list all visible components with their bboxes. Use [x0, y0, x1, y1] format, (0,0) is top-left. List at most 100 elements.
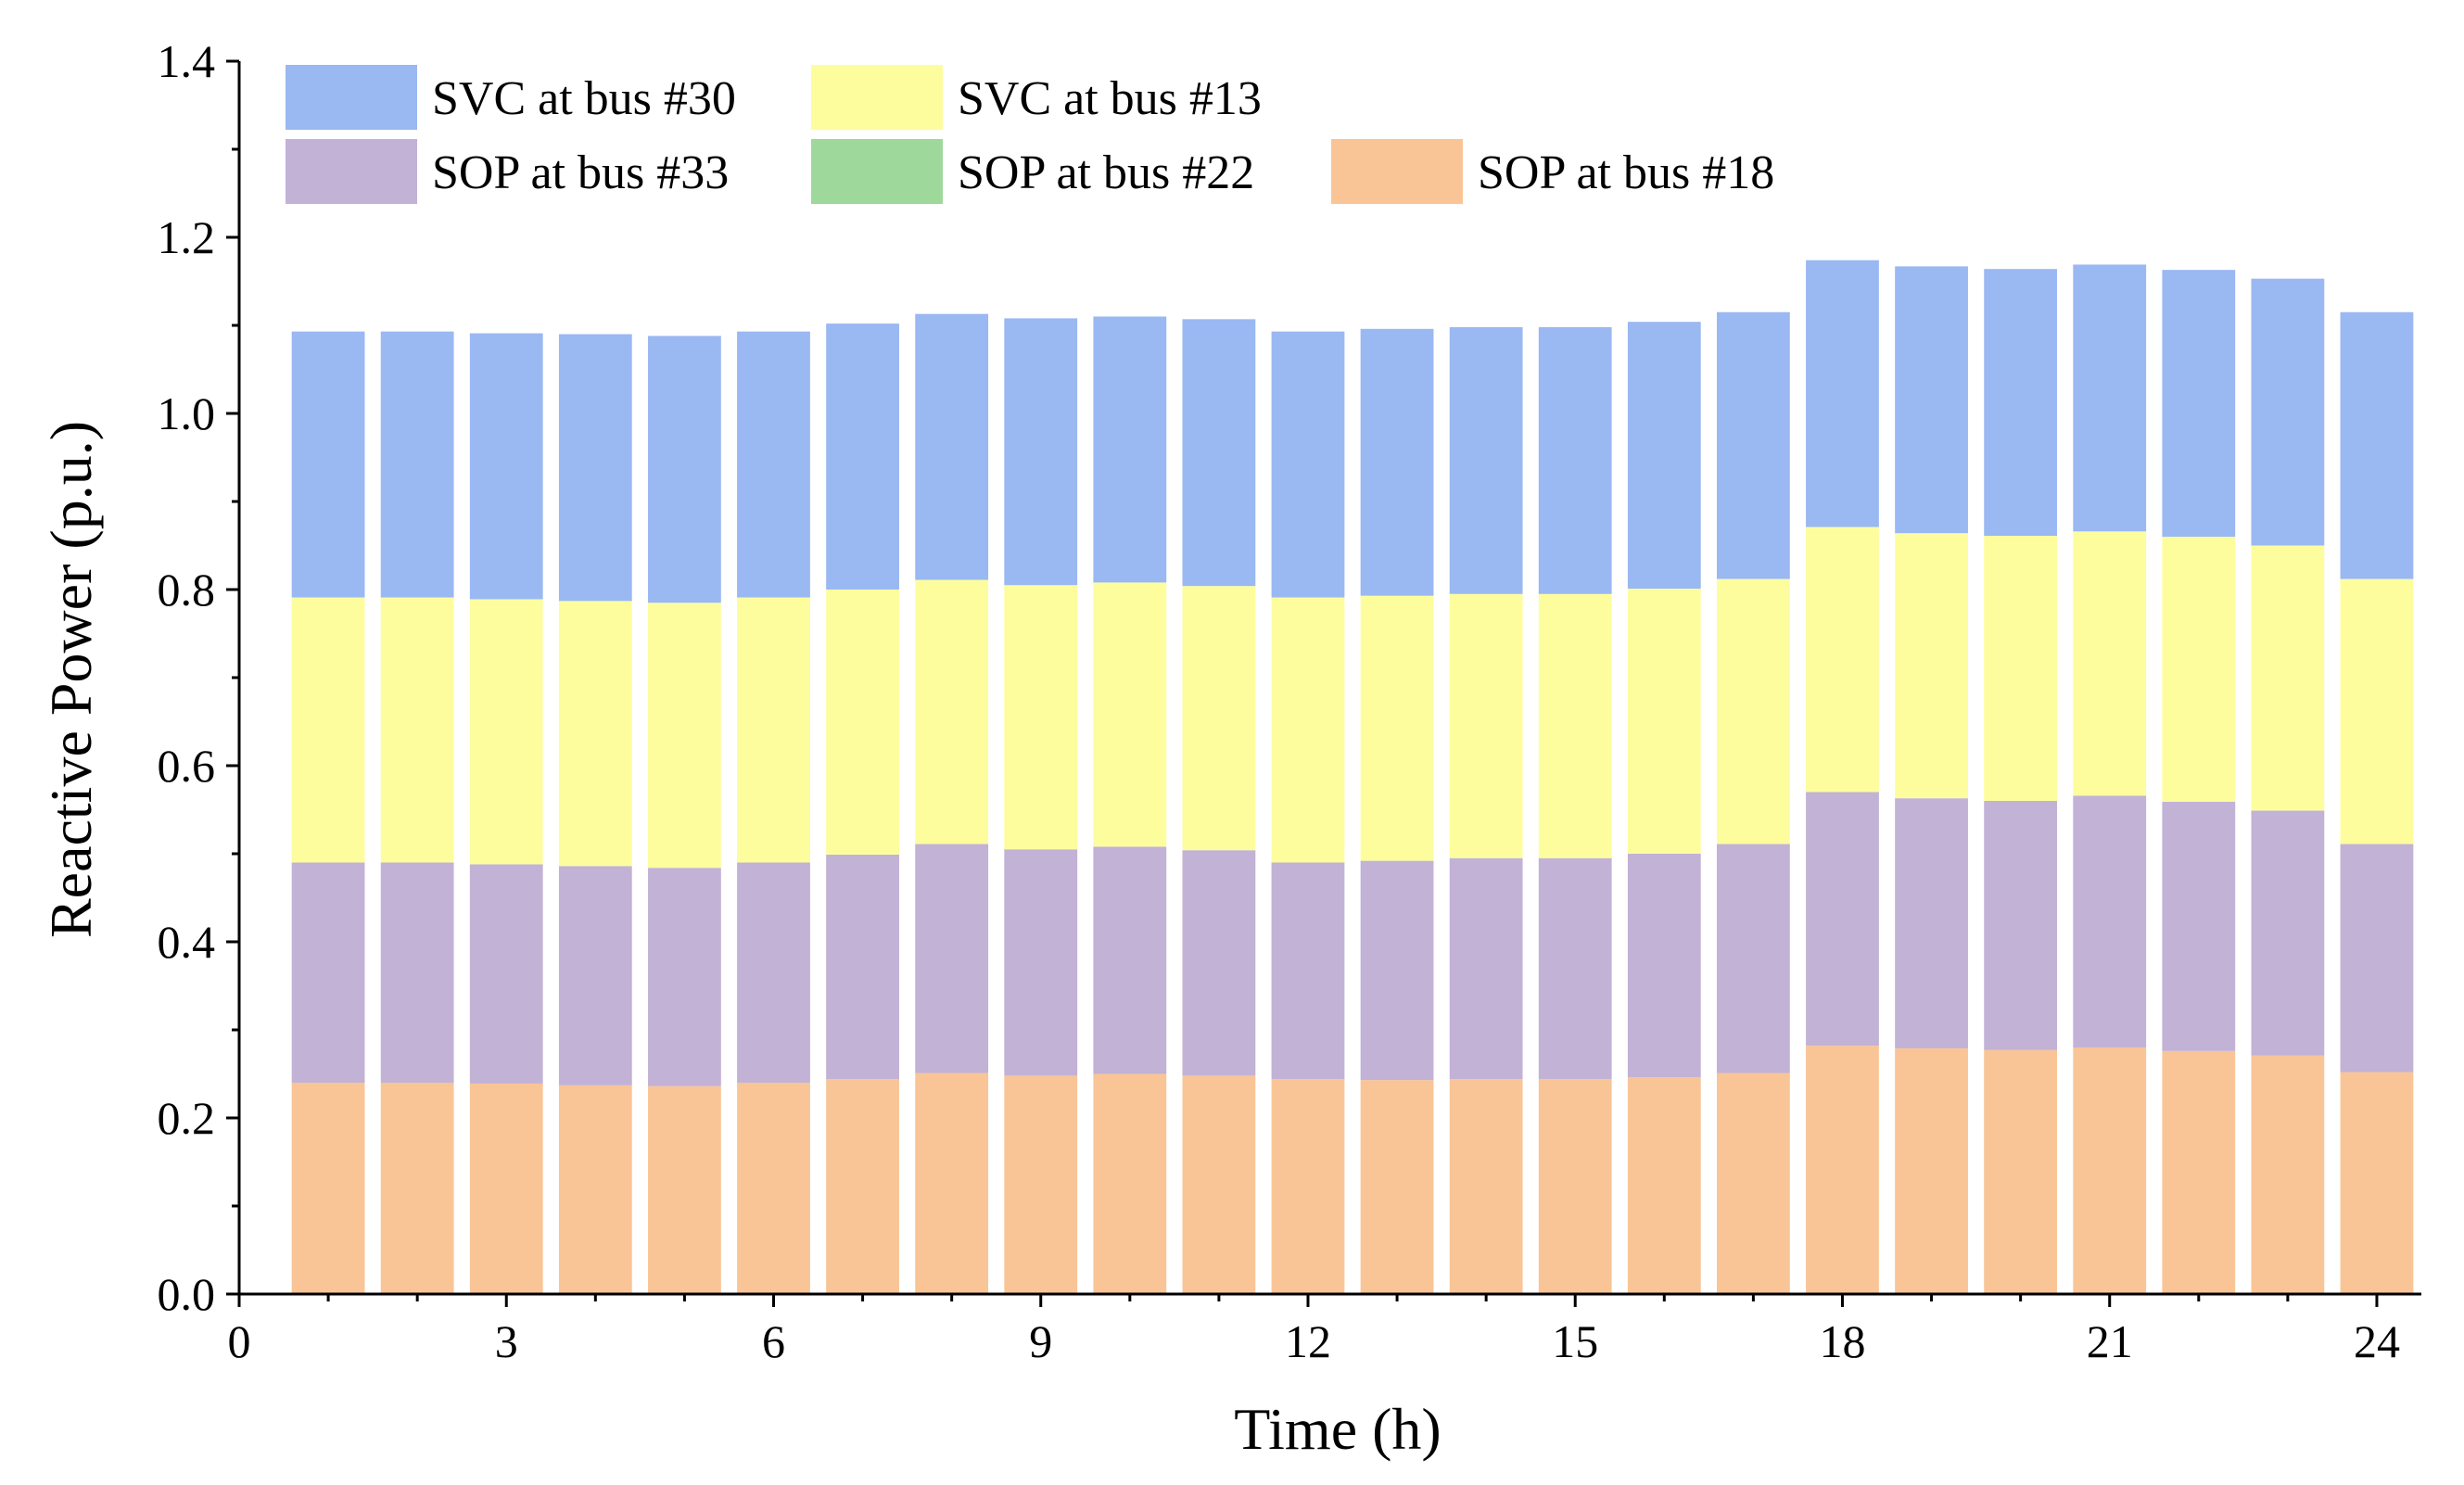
bar-svc-at-bus-30-t21 — [2073, 264, 2147, 532]
bar-svc-at-bus-13-t11 — [1182, 586, 1256, 851]
bar-svc-at-bus-13-t19 — [1895, 533, 1968, 799]
bar-sop-at-bus-18-t3 — [469, 1083, 543, 1294]
bar-sop-at-bus-33-t15 — [1538, 857, 1612, 1080]
bar-svc-at-bus-30-t1 — [291, 331, 365, 598]
y-axis-title: Reactive Power (p.u.) — [38, 421, 104, 938]
bar-svc-at-bus-13-t14 — [1449, 593, 1523, 858]
bar-svc-at-bus-30-t9 — [1004, 318, 1078, 586]
x-tick-label: 0 — [228, 1315, 251, 1367]
bar-svc-at-bus-13-t2 — [380, 597, 454, 863]
bar-sop-at-bus-18-t10 — [1093, 1073, 1167, 1294]
bar-svc-at-bus-13-t23 — [2251, 545, 2325, 811]
bar-sop-at-bus-18-t9 — [1004, 1075, 1078, 1294]
y-tick-label: 0.0 — [158, 1268, 216, 1320]
bar-svc-at-bus-13-t18 — [1806, 527, 1879, 793]
legend-swatch — [811, 65, 943, 130]
bar-series-group — [291, 260, 2414, 1294]
bar-svc-at-bus-30-t20 — [1984, 269, 2058, 537]
bar-sop-at-bus-33-t5 — [648, 868, 721, 1086]
legend-label: SOP at bus #18 — [1478, 146, 1774, 199]
bar-sop-at-bus-33-t11 — [1182, 850, 1256, 1076]
bar-sop-at-bus-33-t10 — [1093, 846, 1167, 1074]
bar-sop-at-bus-18-t12 — [1271, 1079, 1345, 1294]
bar-sop-at-bus-18-t19 — [1895, 1047, 1968, 1294]
bar-sop-at-bus-33-t1 — [291, 862, 365, 1083]
bar-sop-at-bus-33-t2 — [380, 862, 454, 1083]
bar-svc-at-bus-13-t21 — [2073, 531, 2147, 796]
bar-svc-at-bus-13-t10 — [1093, 582, 1167, 847]
y-tick-label: 1.4 — [158, 35, 216, 87]
bar-svc-at-bus-13-t3 — [469, 599, 543, 865]
bar-svc-at-bus-30-t2 — [380, 331, 454, 598]
bar-sop-at-bus-18-t1 — [291, 1083, 365, 1294]
axes-group: 0.0 0.2 0.4 0.6 0.8 1.0 1.2 1.4 0 3 6 9 12 15 18 21 24 — [158, 35, 2421, 1367]
bar-svc-at-bus-30-t8 — [915, 313, 989, 580]
bar-svc-at-bus-30-t13 — [1360, 328, 1434, 596]
legend-label: SOP at bus #22 — [958, 146, 1254, 199]
legend: SVC at bus #30 SVC at bus #13 SOP at bus #… — [286, 65, 1774, 204]
bar-svc-at-bus-13-t1 — [291, 597, 365, 863]
bar-sop-at-bus-18-t17 — [1716, 1072, 1790, 1294]
legend-swatch — [286, 139, 417, 204]
bar-sop-at-bus-33-t20 — [1984, 801, 2058, 1050]
bar-sop-at-bus-18-t14 — [1449, 1079, 1523, 1294]
bar-sop-at-bus-18-t4 — [558, 1085, 632, 1294]
bar-svc-at-bus-13-t15 — [1538, 593, 1612, 858]
x-tick-label: 12 — [1285, 1315, 1331, 1367]
bar-sop-at-bus-33-t21 — [2073, 795, 2147, 1047]
bar-svc-at-bus-30-t6 — [737, 331, 810, 598]
bar-svc-at-bus-13-t24 — [2340, 578, 2414, 844]
bar-sop-at-bus-33-t7 — [826, 854, 899, 1080]
bar-svc-at-bus-13-t13 — [1360, 595, 1434, 861]
legend-swatch — [286, 65, 417, 130]
bar-sop-at-bus-33-t8 — [915, 844, 989, 1073]
legend-label: SVC at bus #30 — [432, 72, 736, 125]
x-tick-label: 3 — [495, 1315, 518, 1367]
bar-sop-at-bus-18-t2 — [380, 1083, 454, 1294]
bar-sop-at-bus-18-t8 — [915, 1072, 989, 1294]
bar-svc-at-bus-13-t9 — [1004, 585, 1078, 850]
x-axis-title: Time (h) — [1234, 1396, 1441, 1462]
bar-svc-at-bus-13-t22 — [2162, 537, 2236, 802]
bar-sop-at-bus-33-t9 — [1004, 849, 1078, 1076]
x-tick-label: 6 — [762, 1315, 785, 1367]
bar-svc-at-bus-30-t17 — [1716, 311, 1790, 579]
y-tick-label: 0.6 — [158, 740, 216, 792]
bar-svc-at-bus-30-t14 — [1449, 326, 1523, 594]
bar-sop-at-bus-33-t3 — [469, 864, 543, 1084]
bar-sop-at-bus-18-t24 — [2340, 1072, 2414, 1294]
bar-svc-at-bus-30-t3 — [469, 333, 543, 600]
bar-svc-at-bus-13-t7 — [826, 590, 899, 855]
bar-sop-at-bus-18-t15 — [1538, 1079, 1612, 1294]
bar-svc-at-bus-30-t23 — [2251, 278, 2325, 546]
y-tick-label: 1.2 — [158, 211, 216, 263]
y-tick-label: 0.2 — [158, 1092, 216, 1144]
bar-sop-at-bus-18-t5 — [648, 1085, 721, 1294]
bar-sop-at-bus-18-t22 — [2162, 1050, 2236, 1294]
bar-sop-at-bus-33-t24 — [2340, 844, 2414, 1072]
bar-sop-at-bus-18-t23 — [2251, 1055, 2325, 1294]
bar-sop-at-bus-33-t4 — [558, 866, 632, 1085]
bar-sop-at-bus-18-t11 — [1182, 1075, 1256, 1294]
bar-sop-at-bus-18-t13 — [1360, 1080, 1434, 1294]
bar-svc-at-bus-30-t7 — [826, 324, 899, 590]
bar-svc-at-bus-30-t19 — [1895, 266, 1968, 534]
legend-label: SVC at bus #13 — [958, 72, 1262, 125]
bar-sop-at-bus-33-t16 — [1627, 854, 1701, 1078]
bar-sop-at-bus-18-t16 — [1627, 1077, 1701, 1294]
y-tick-label: 0.8 — [158, 564, 216, 616]
x-tick-label: 9 — [1029, 1315, 1052, 1367]
bar-svc-at-bus-30-t5 — [648, 336, 721, 603]
bar-sop-at-bus-33-t12 — [1271, 862, 1345, 1080]
bar-sop-at-bus-33-t23 — [2251, 810, 2325, 1056]
bar-svc-at-bus-30-t10 — [1093, 316, 1167, 583]
bar-svc-at-bus-13-t6 — [737, 597, 810, 863]
bar-sop-at-bus-18-t21 — [2073, 1047, 2147, 1294]
bar-sop-at-bus-33-t6 — [737, 862, 810, 1083]
bar-sop-at-bus-18-t18 — [1806, 1046, 1879, 1294]
x-tick-label: 21 — [2087, 1315, 2133, 1367]
bar-svc-at-bus-13-t20 — [1984, 536, 2058, 801]
bar-sop-at-bus-33-t17 — [1716, 844, 1790, 1073]
bar-svc-at-bus-13-t8 — [915, 579, 989, 844]
bar-sop-at-bus-18-t6 — [737, 1083, 810, 1294]
